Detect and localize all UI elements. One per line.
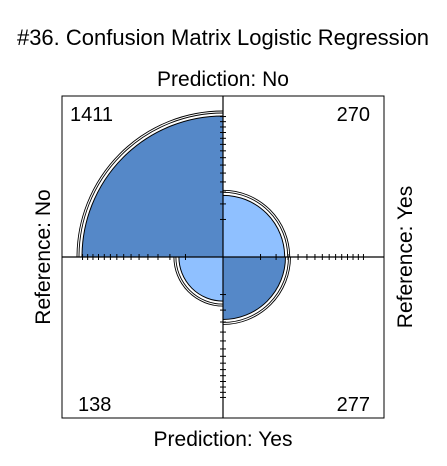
confidence-ring-top-left-2: [76, 110, 224, 258]
quadrant-layer: [76, 110, 291, 325]
confidence-ring-top-right-2: [222, 189, 291, 258]
bottom-axis-label: Prediction: Yes: [154, 428, 293, 451]
right-axis-label: Reference: Yes: [394, 186, 417, 328]
confidence-ring-top-left-1: [78, 112, 224, 258]
cell-count-top-right: 270: [337, 104, 370, 126]
confidence-ring-top-right-1: [222, 191, 289, 258]
quadrant-wedge-top-right: [222, 194, 286, 258]
confidence-ring-bottom-left-1: [175, 256, 224, 305]
confidence-ring-bottom-right-1: [222, 256, 289, 323]
axes-layer: [62, 96, 384, 418]
chart-title: #36. Confusion Matrix Logistic Regressio…: [17, 25, 429, 50]
cell-count-bottom-left: 138: [78, 394, 111, 416]
cell-count-bottom-right: 277: [337, 394, 370, 416]
cell-count-top-left: 1411: [70, 104, 113, 126]
confidence-ring-bottom-right-2: [222, 256, 291, 325]
quadrant-wedge-bottom-left: [178, 256, 224, 302]
quadrant-wedge-bottom-right: [222, 256, 286, 320]
left-axis-label: Reference: No: [32, 189, 55, 324]
quadrant-wedge-top-left: [81, 115, 224, 258]
confidence-ring-bottom-left-2: [173, 256, 224, 307]
top-axis-label: Prediction: No: [157, 68, 289, 91]
